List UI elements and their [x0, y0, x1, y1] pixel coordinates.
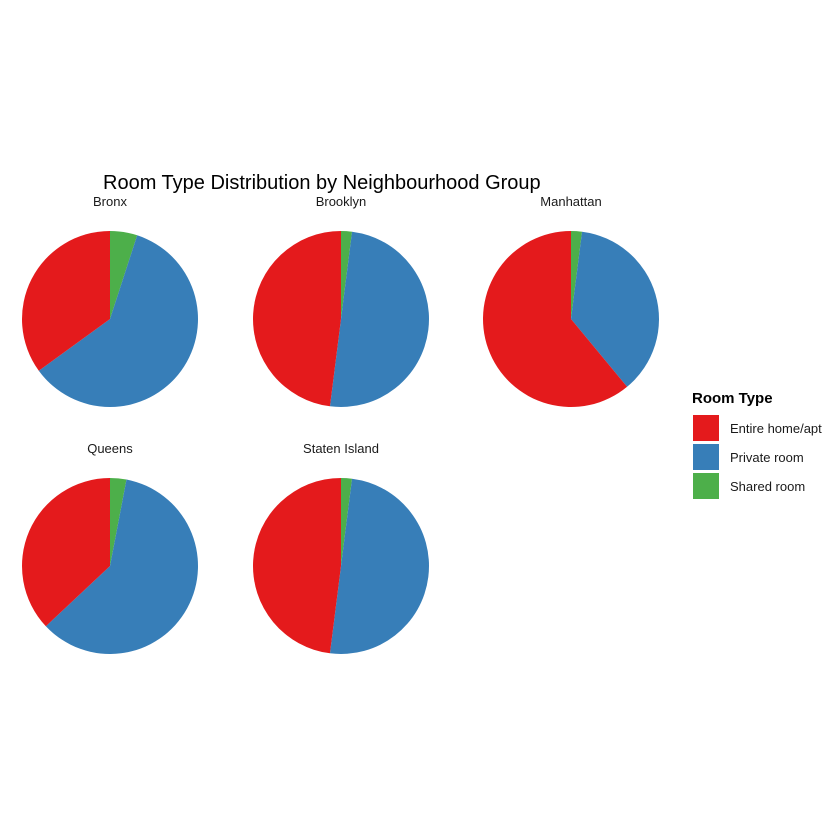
pie-slice-shared-room: [571, 231, 583, 319]
pie-slice-shared-room: [110, 478, 127, 566]
legend-label-private-room: Private room: [730, 450, 804, 465]
pie-slice-entire-home-apt: [21, 231, 110, 371]
legend-swatch-private-room: [693, 444, 719, 470]
pie-slice-entire-home-apt: [21, 478, 110, 627]
chart-title: Room Type Distribution by Neighbourhood …: [103, 172, 541, 194]
facet-label: Brooklyn: [316, 194, 367, 209]
facet-label: Manhattan: [540, 194, 601, 209]
facet-label: Staten Island: [303, 441, 379, 456]
facet-queens: Queens: [21, 441, 198, 654]
pie-slice-shared-room: [341, 231, 353, 319]
legend-title: Room Type: [692, 390, 773, 407]
legend-label-entire-home: Entire home/apt: [730, 421, 822, 436]
pie-slice-entire-home-apt: [483, 231, 628, 408]
pie-slice-shared-room: [341, 478, 353, 566]
pie-slice-private-room: [571, 231, 660, 387]
pie-slice-private-room: [45, 479, 198, 654]
pie-slice-private-room: [38, 235, 198, 408]
legend-label-shared-room: Shared room: [730, 479, 805, 494]
pie-slice-shared-room: [110, 231, 138, 319]
facet-staten-island: Staten Island: [253, 441, 429, 654]
pie-slice-private-room: [329, 231, 429, 407]
pie-slice-entire-home-apt: [253, 478, 341, 654]
facet-manhattan: Manhattan: [483, 194, 660, 408]
legend: Room Type Entire home/apt Private room S…: [692, 390, 822, 499]
facet-grid: Bronx Brooklyn Manhattan Queens Staten Islan…: [21, 194, 660, 654]
facet-label: Queens: [87, 441, 133, 456]
pie-slice-entire-home-apt: [252, 231, 341, 407]
facet-label: Bronx: [93, 194, 127, 209]
pie-slice-private-room: [329, 478, 429, 654]
facet-brooklyn: Brooklyn: [252, 194, 429, 407]
facet-bronx: Bronx: [21, 194, 198, 408]
legend-swatch-shared-room: [693, 473, 719, 499]
legend-swatch-entire-home: [693, 415, 719, 441]
